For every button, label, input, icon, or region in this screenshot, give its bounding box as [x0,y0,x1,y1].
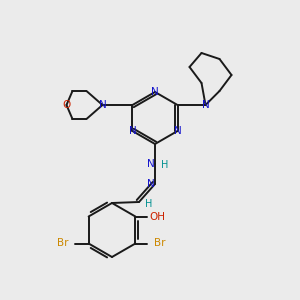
Text: Br: Br [57,238,68,248]
Text: Br: Br [154,238,165,248]
Text: H: H [161,160,169,170]
Text: N: N [174,126,182,136]
Text: N: N [151,87,159,97]
Text: H: H [145,199,153,209]
Text: N: N [99,100,106,110]
Text: OH: OH [149,212,165,221]
Text: N: N [147,159,155,169]
Text: N: N [147,179,155,189]
Text: O: O [62,100,70,110]
Text: N: N [129,126,136,136]
Text: N: N [202,100,209,110]
